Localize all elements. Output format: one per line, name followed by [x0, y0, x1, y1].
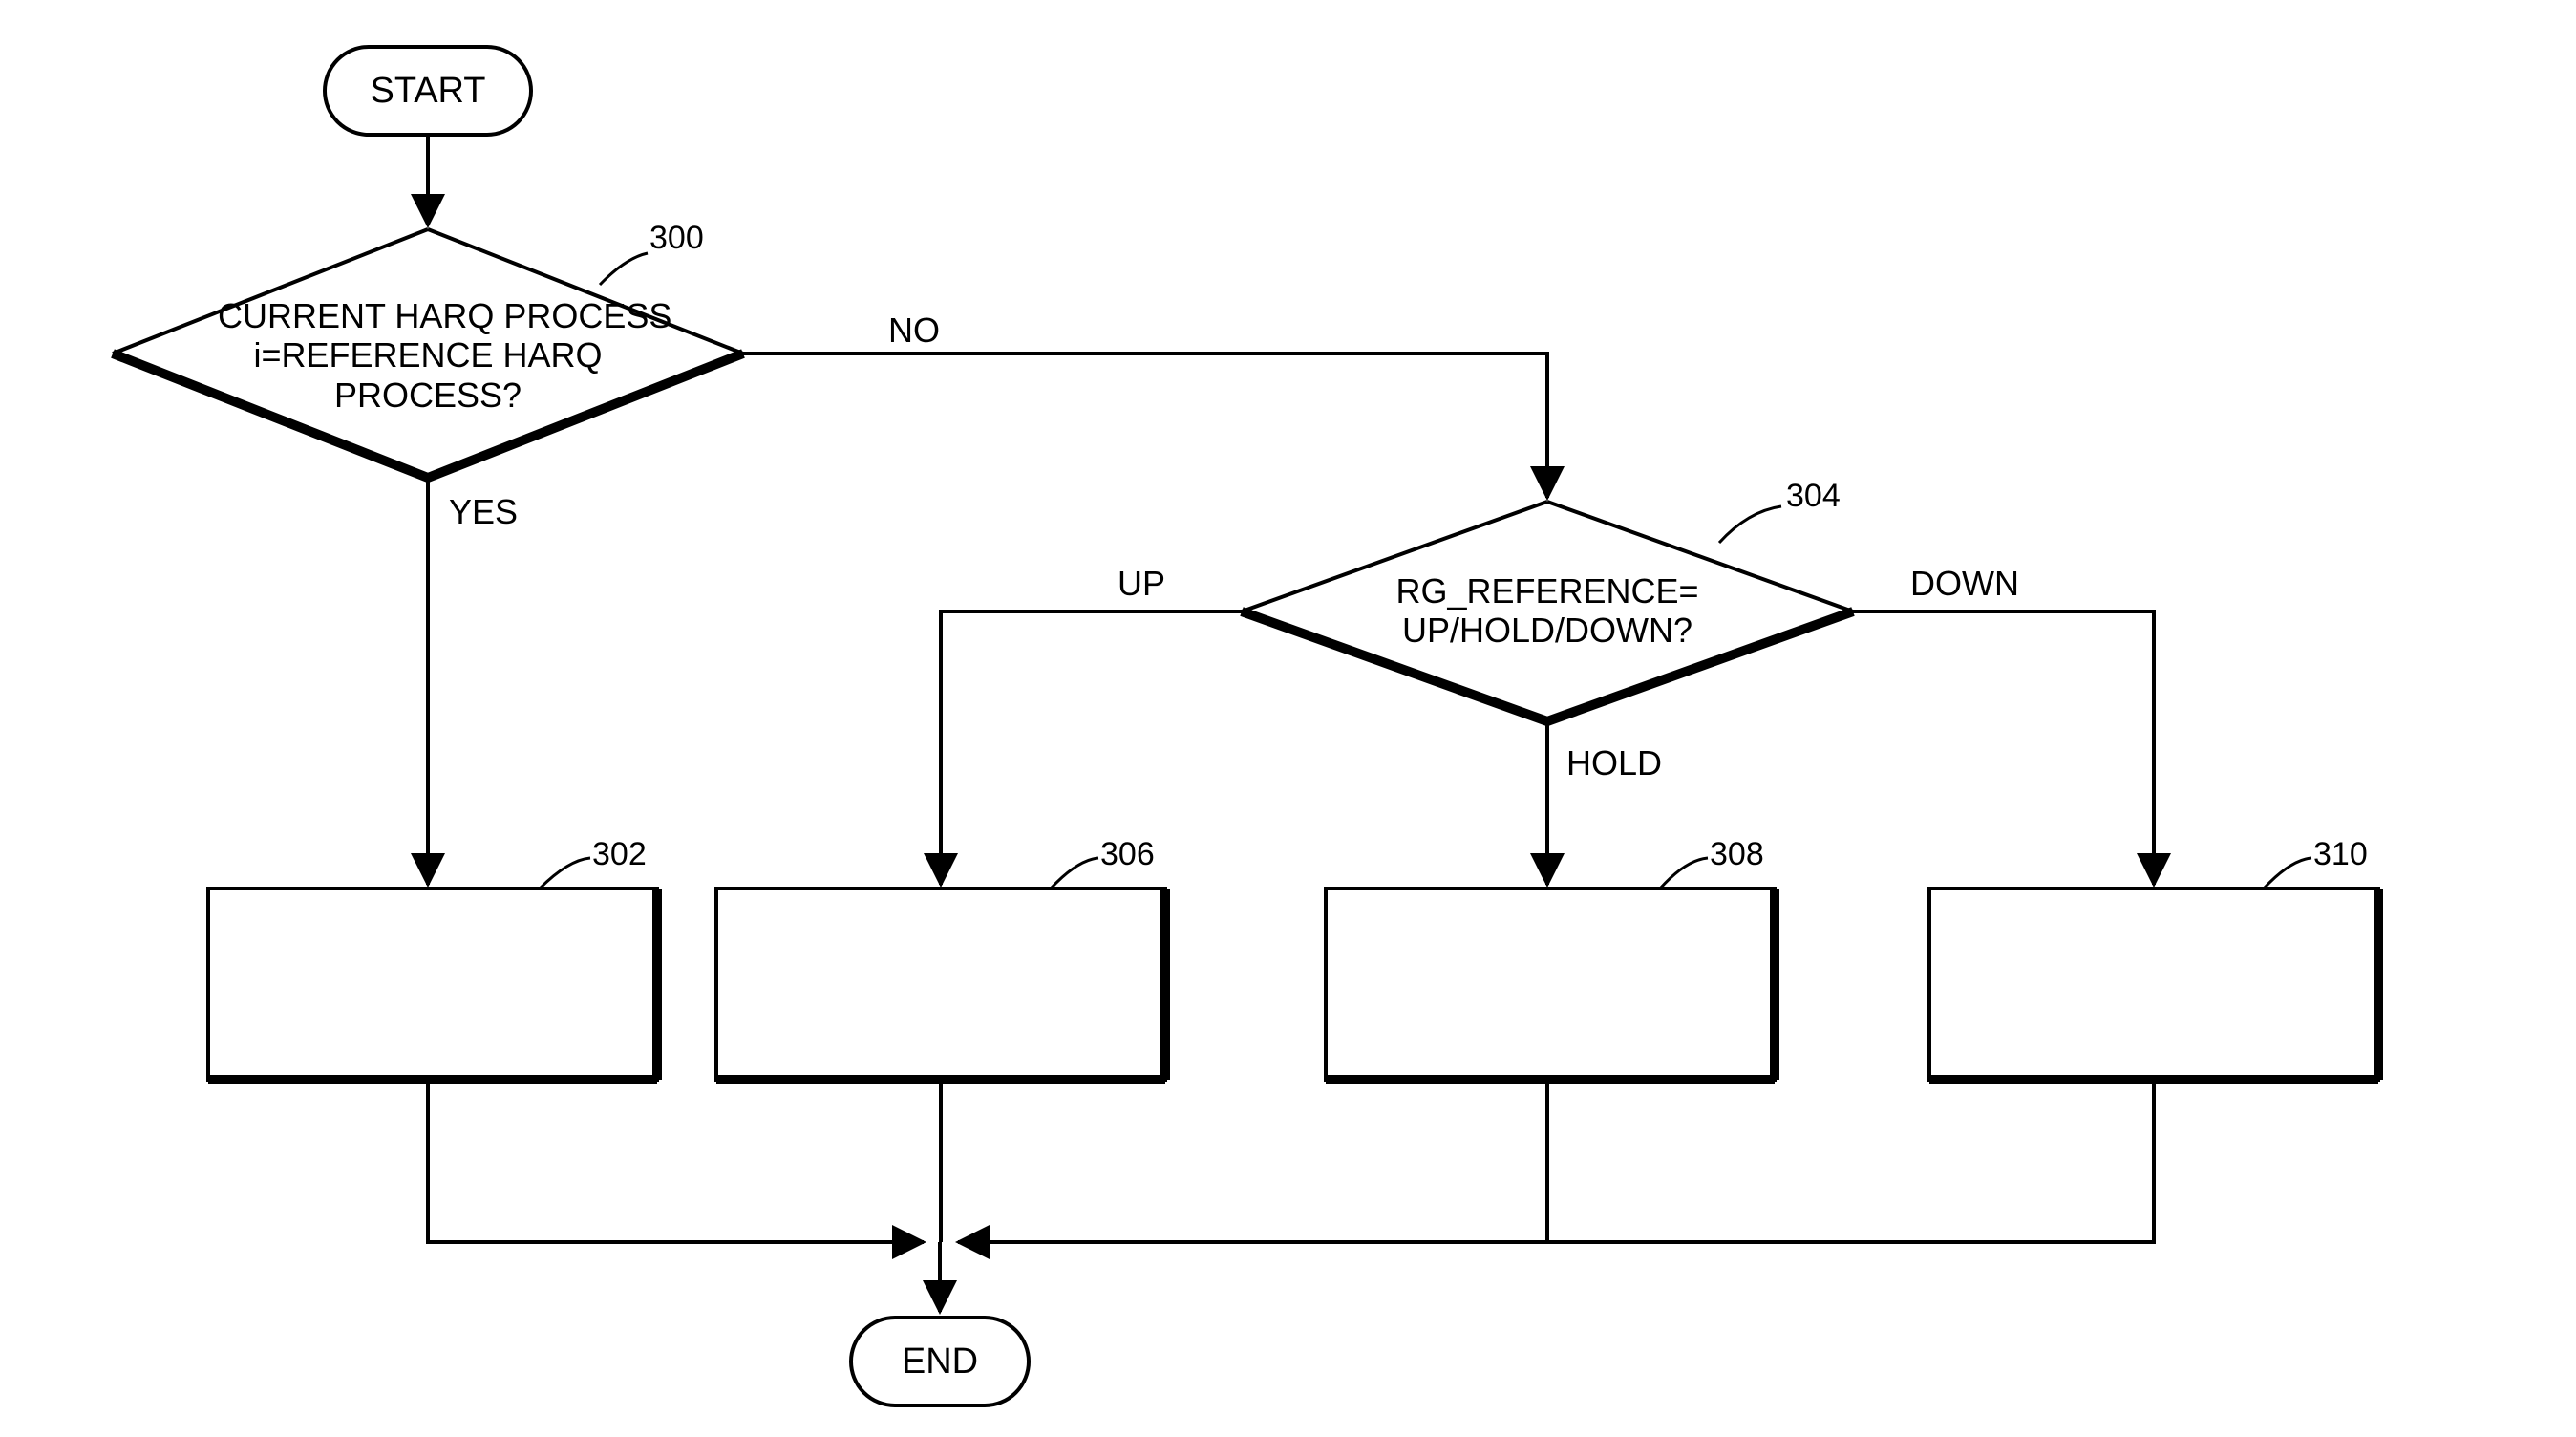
edge-d2-down — [1853, 611, 2154, 885]
edge-d1-no — [743, 354, 1547, 498]
box-310 — [1929, 889, 2378, 1080]
flowchart-canvas — [0, 0, 2576, 1437]
ref-lead-308 — [1660, 858, 1708, 889]
edge-d2-up — [941, 611, 1242, 885]
box-302 — [208, 889, 657, 1080]
decision-2-diamond — [1242, 502, 1853, 721]
ref-lead-300 — [600, 253, 648, 285]
ref-lead-306 — [1051, 858, 1098, 889]
decision-1-diamond — [113, 229, 743, 478]
box-306 — [716, 889, 1165, 1080]
box-308 — [1326, 889, 1775, 1080]
ref-lead-310 — [2264, 858, 2311, 889]
edge-b308-merge — [958, 1080, 1547, 1242]
ref-lead-302 — [540, 858, 590, 889]
edge-b302-merge — [428, 1080, 924, 1242]
edge-b310-merge — [1547, 1080, 2154, 1242]
ref-lead-304 — [1719, 506, 1781, 543]
